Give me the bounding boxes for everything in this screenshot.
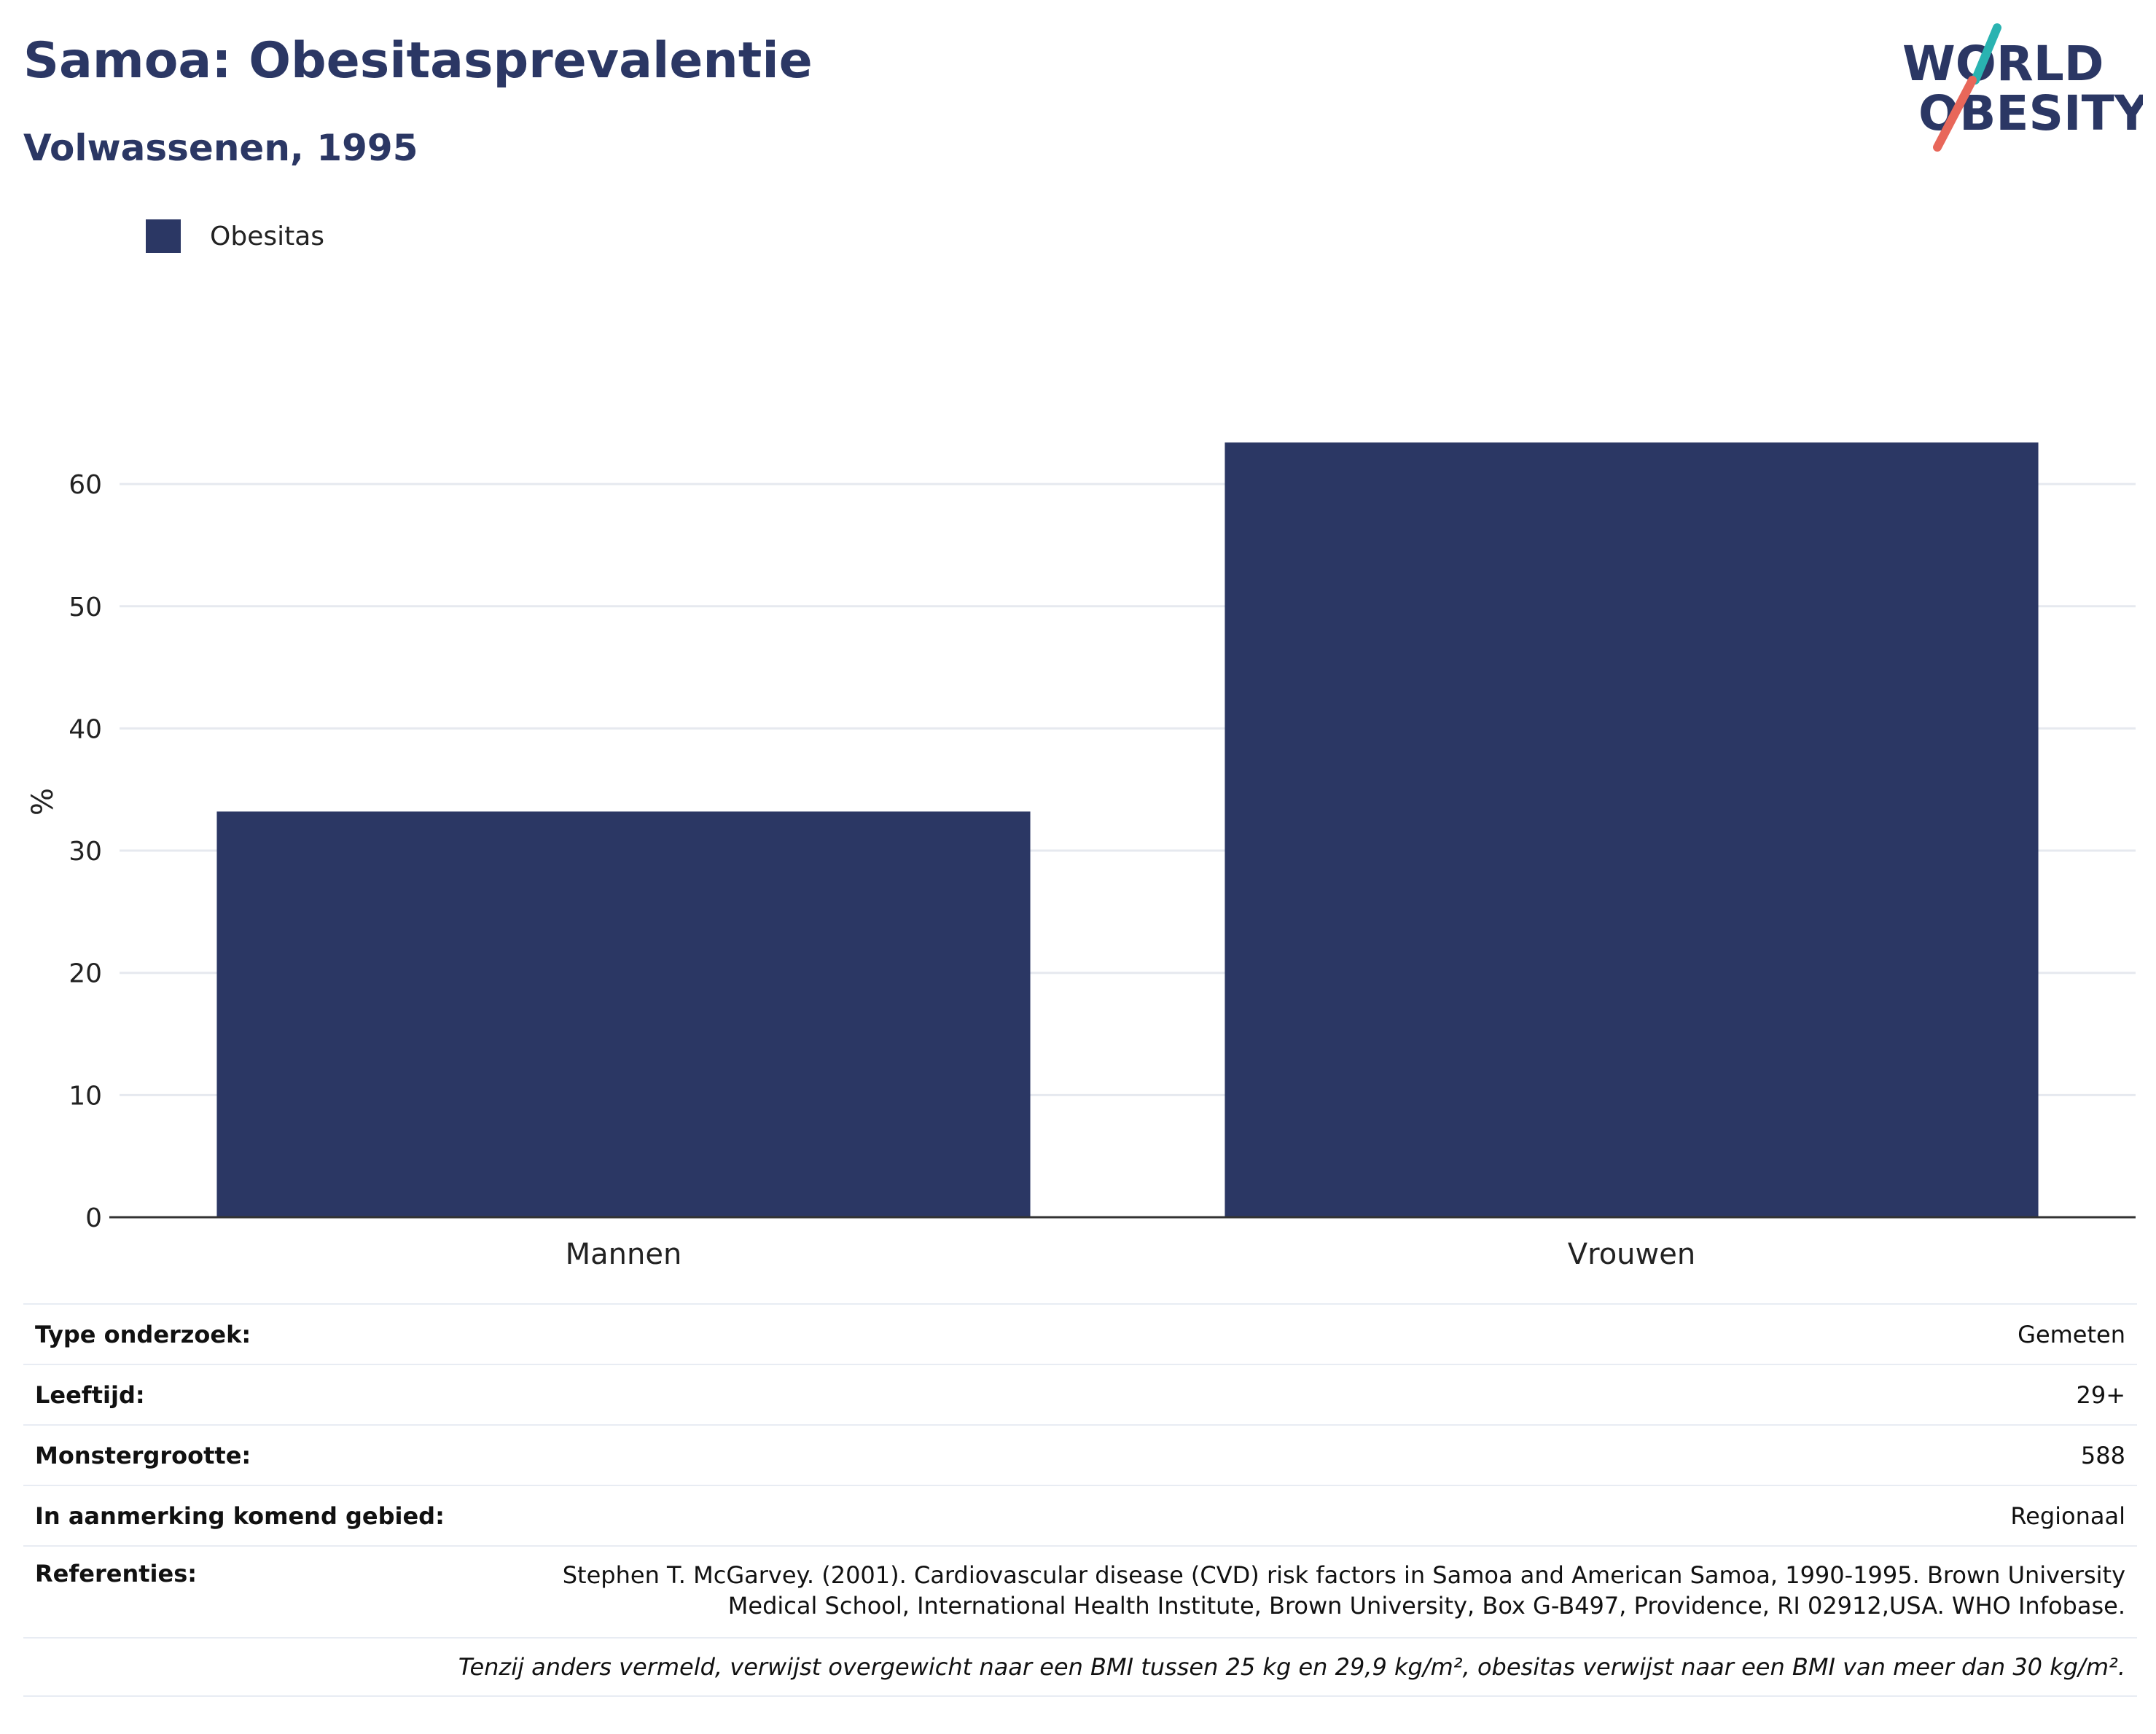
x-tick-label: Mannen: [566, 1238, 682, 1268]
logo-slash-coral: [1933, 76, 1977, 152]
info-value: 588: [2080, 1441, 2125, 1469]
bar-mannen: [216, 811, 1031, 1217]
info-row-type: Type onderzoek: Gemeten: [23, 1303, 2137, 1364]
info-value: Regionaal: [2010, 1501, 2125, 1530]
logo-slash-teal: [1971, 23, 2001, 85]
legend: Obesitas: [146, 219, 324, 254]
y-axis-title: %: [26, 788, 60, 816]
info-value: 29+: [2076, 1380, 2125, 1409]
x-tick-label: Vrouwen: [1568, 1238, 1695, 1268]
info-row-age: Leeftijd: 29+: [23, 1364, 2137, 1424]
y-tick-label: 60: [69, 470, 102, 500]
info-key: Leeftijd:: [35, 1380, 145, 1409]
legend-label-obesitas: Obesitas: [210, 221, 325, 251]
y-tick-label: 40: [69, 714, 102, 744]
info-row-sample: Monstergrootte: 588: [23, 1424, 2137, 1485]
footnote-text: Tenzij anders vermeld, verwijst overgewi…: [458, 1653, 2125, 1681]
logo-line-1: WORLD: [1902, 36, 2104, 92]
info-row-area: In aanmerking komend gebied: Regionaal: [23, 1485, 2137, 1545]
y-tick-label: 30: [69, 837, 102, 867]
info-key: Type onderzoek:: [35, 1320, 251, 1348]
info-key: Monstergrootte:: [35, 1441, 251, 1469]
y-tick-label: 50: [69, 593, 102, 622]
info-row-references: Referenties: Stephen T. McGarvey. (2001)…: [23, 1545, 2137, 1637]
y-tick-label: 0: [85, 1203, 102, 1233]
y-tick-label: 20: [69, 959, 102, 989]
chart-title: Samoa: Obesitasprevalentie: [23, 32, 813, 90]
world-obesity-logo: WORLD OBESITY: [1902, 23, 2143, 152]
info-key: In aanmerking komend gebied:: [35, 1501, 445, 1530]
y-tick-label: 10: [69, 1081, 102, 1111]
bar-chart: 0 10 20 30 40 50 60 Mannen Vrouwen%: [26, 442, 2136, 1268]
info-key: Referenties:: [35, 1560, 198, 1587]
info-table: Type onderzoek: Gemeten Leeftijd: 29+ Mo…: [23, 1303, 2137, 1697]
legend-swatch-obesitas: [146, 219, 181, 253]
chart-subtitle: Volwassenen, 1995: [23, 127, 418, 169]
info-value: Gemeten: [2018, 1320, 2125, 1348]
bar-vrouwen: [1225, 442, 2039, 1217]
references-text: Stephen T. McGarvey. (2001). Cardiovascu…: [562, 1561, 2125, 1620]
info-row-note: Tenzij anders vermeld, verwijst overgewi…: [23, 1637, 2137, 1697]
